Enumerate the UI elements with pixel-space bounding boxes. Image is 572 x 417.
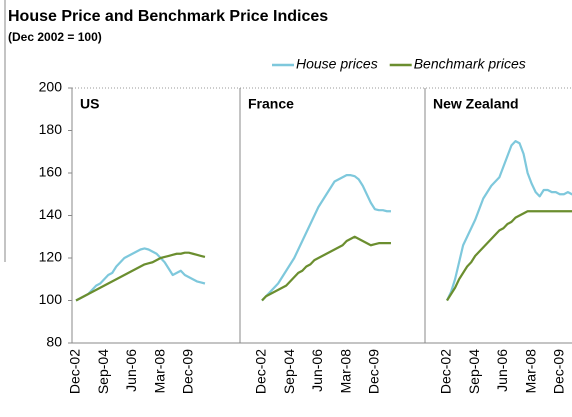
x-tick-label: Dec-02 <box>253 349 269 394</box>
series-line <box>75 247 206 302</box>
y-tick-label: 120 <box>39 249 63 265</box>
y-tick-label: 100 <box>39 291 63 307</box>
x-tick-label: Jun-06 <box>309 349 325 392</box>
legend-label: Benchmark prices <box>414 56 526 72</box>
y-tick-label: 200 <box>39 79 63 95</box>
chart-title: House Price and Benchmark Price Indices <box>8 8 328 25</box>
panel-title: US <box>80 96 99 112</box>
series-line <box>446 210 572 302</box>
x-tick-label: Sep-04 <box>466 349 482 394</box>
chart-subtitle: (Dec 2002 = 100) <box>8 30 102 44</box>
x-tick-label: Sep-04 <box>95 349 111 394</box>
x-tick-label: Jun-06 <box>123 349 139 392</box>
panel-title: France <box>248 96 294 112</box>
x-tick-label: Dec-09 <box>366 349 382 394</box>
legend-label: House prices <box>296 56 378 72</box>
y-tick-label: 80 <box>46 334 62 350</box>
y-tick-label: 180 <box>39 121 63 137</box>
x-tick-label: Jun-06 <box>494 349 510 392</box>
x-tick-label: Dec-09 <box>180 349 196 394</box>
x-tick-label: Dec-02 <box>67 349 83 394</box>
panel-title: New Zealand <box>433 96 519 112</box>
y-tick-label: 160 <box>39 164 63 180</box>
x-tick-label: Dec-02 <box>438 349 454 394</box>
x-tick-label: Mar-08 <box>522 349 538 394</box>
x-tick-label: Mar-08 <box>151 349 167 394</box>
series-line <box>75 251 206 302</box>
x-tick-label: Mar-08 <box>337 349 353 394</box>
y-tick-label: 140 <box>39 206 63 222</box>
plot-area <box>75 140 572 302</box>
series-line <box>261 174 391 302</box>
x-tick-label: Dec-09 <box>551 349 567 394</box>
x-tick-label: Sep-04 <box>281 349 297 394</box>
series-line <box>261 235 391 302</box>
series-line <box>446 140 572 301</box>
